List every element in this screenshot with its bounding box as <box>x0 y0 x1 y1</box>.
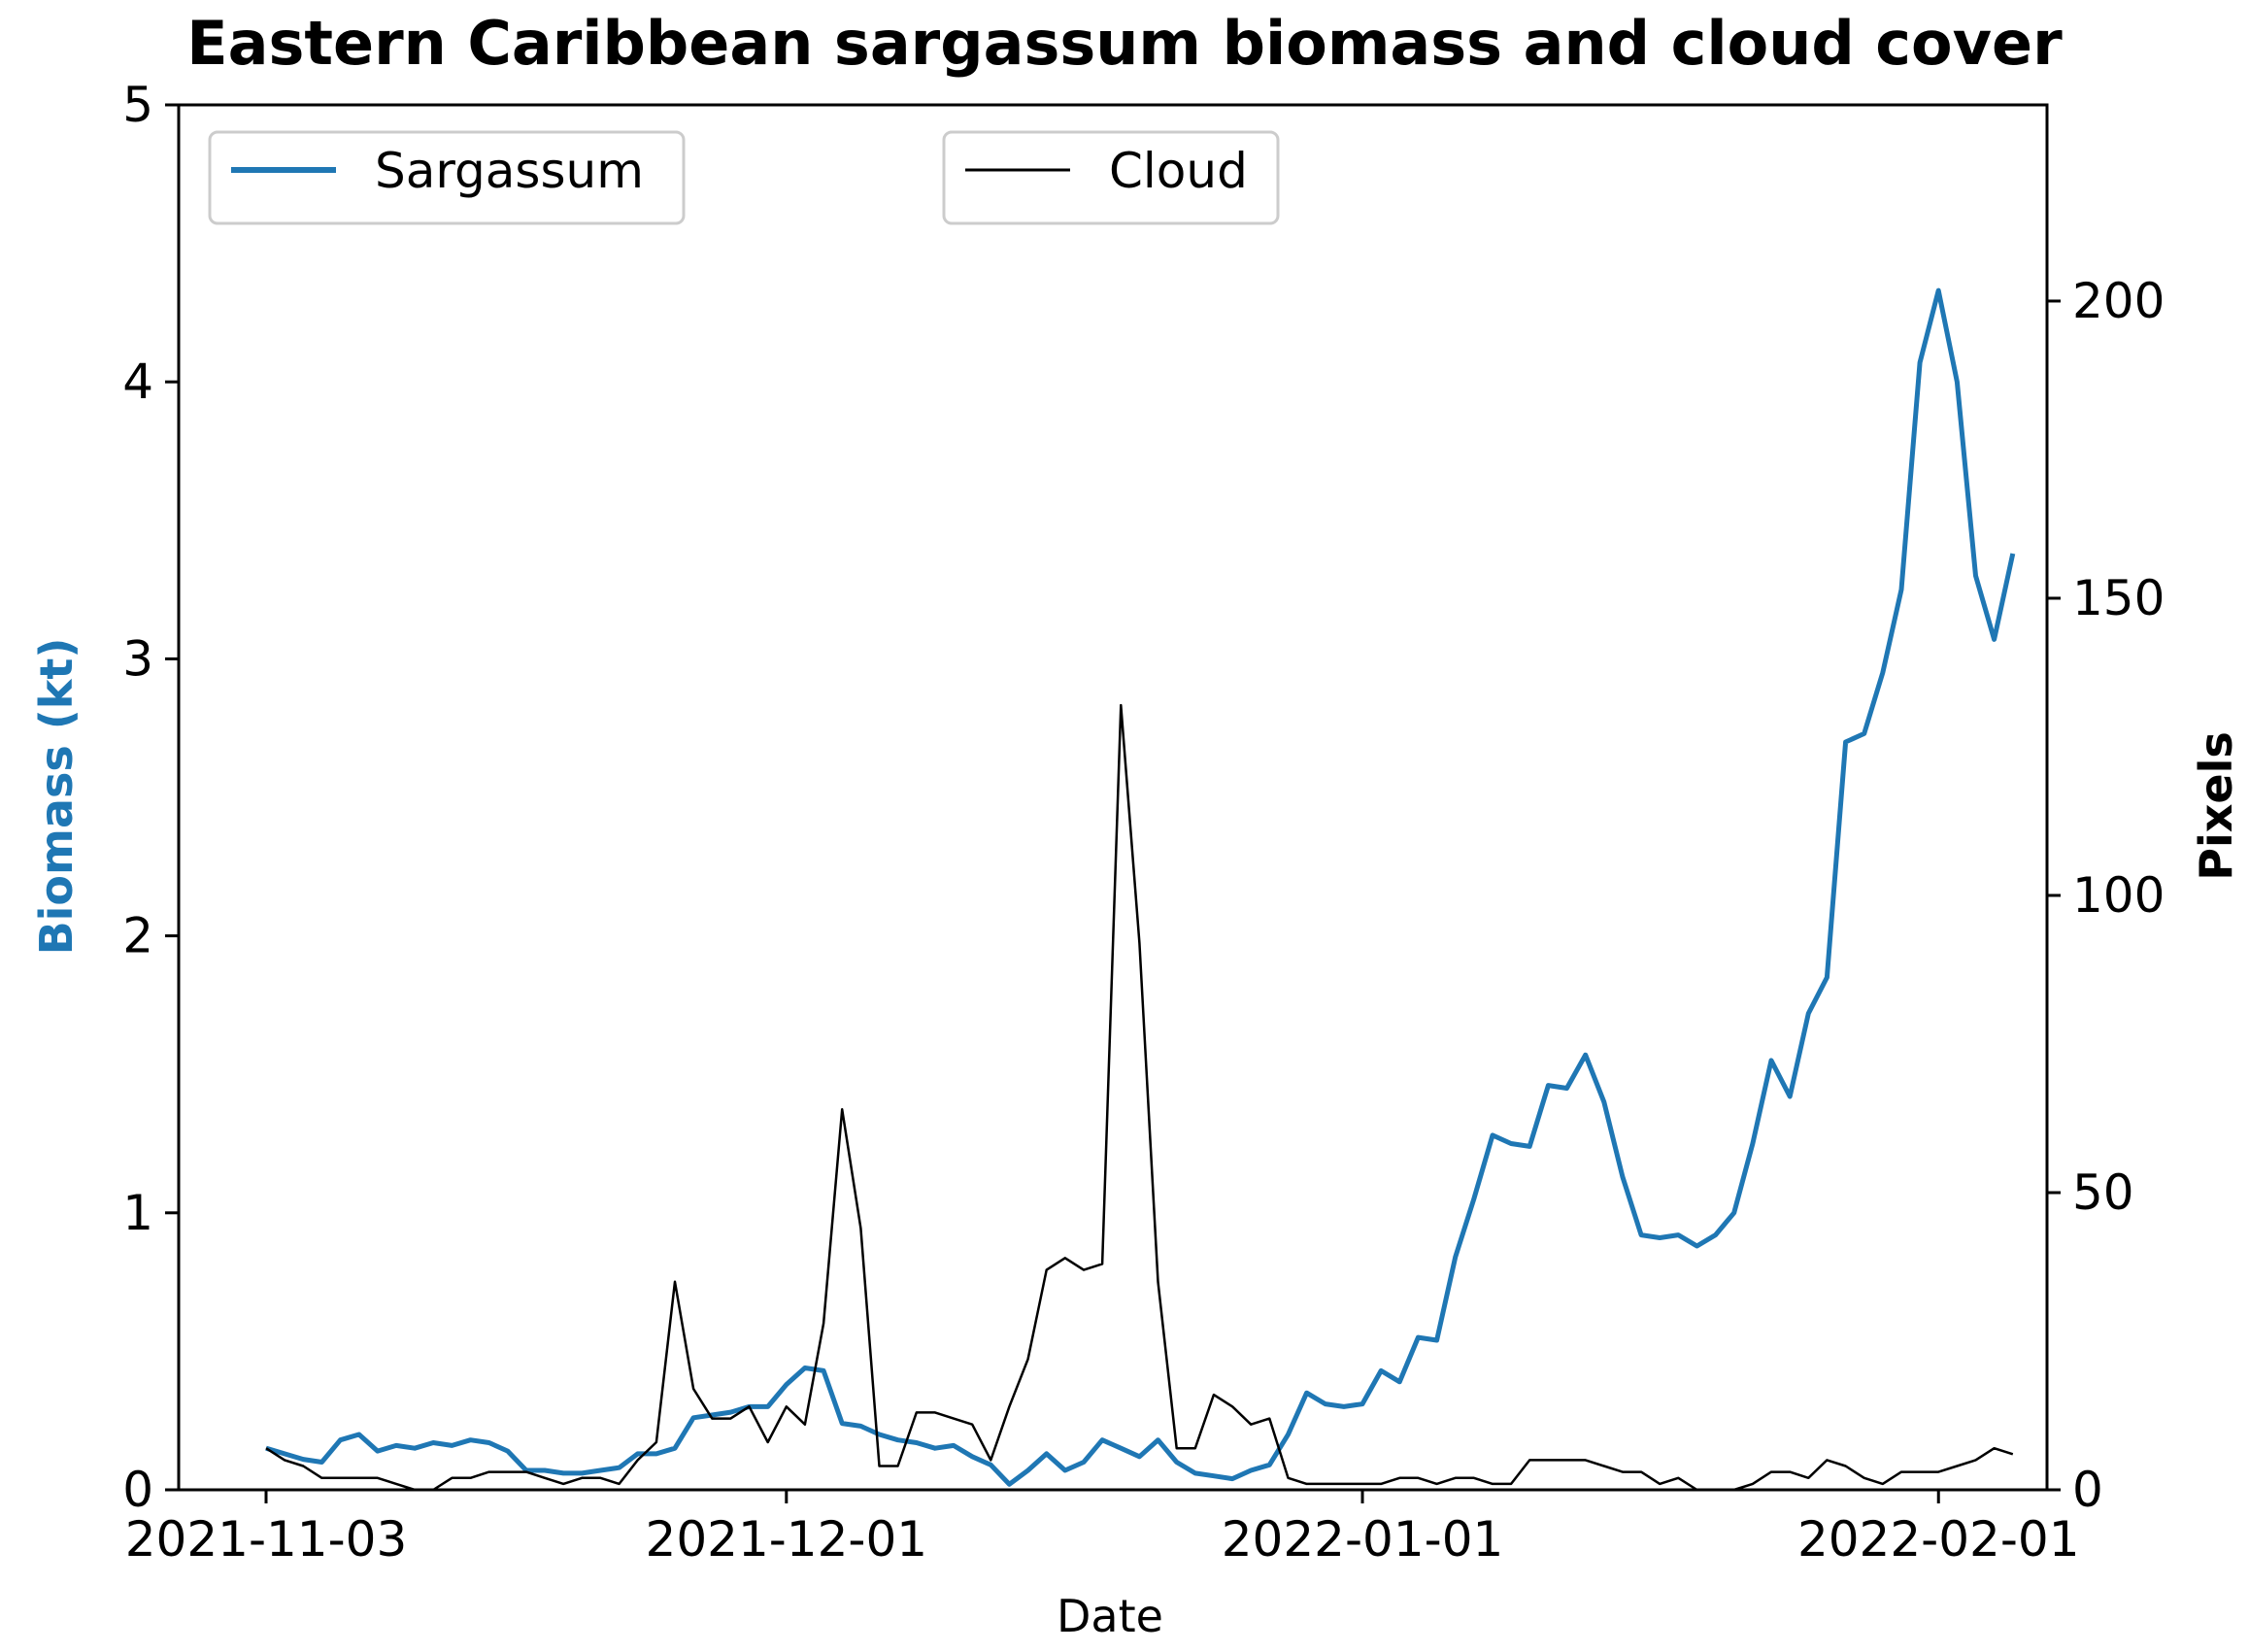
right-y-tick-label: 50 <box>2072 1164 2134 1221</box>
left-y-axis-ticks: 0 1 2 3 4 5 <box>122 77 179 1518</box>
legend-cloud: Cloud <box>942 130 1280 225</box>
legend-sargassum-label: Sargassum <box>375 143 644 199</box>
left-y-tick-label: 5 <box>122 77 153 133</box>
plot-area <box>177 103 2049 1492</box>
right-y-tick-label: 0 <box>2072 1462 2103 1518</box>
plot-frame <box>177 103 2049 1492</box>
x-axis-ticks: 2021-11-03 2021-12-01 2022-01-01 2022-02-01 <box>125 1490 2080 1568</box>
series-line-sargassum <box>265 287 2016 1487</box>
legend-sargassum: Sargassum <box>208 130 686 225</box>
right-y-tick-label: 150 <box>2072 570 2165 626</box>
series-line-cloud <box>265 703 2014 1492</box>
legend-sargassum-box <box>208 130 686 225</box>
x-tick-label: 2022-02-01 <box>1797 1511 2080 1568</box>
left-y-tick-label: 2 <box>122 908 153 964</box>
left-y-axis-label: Biomass (kt) <box>30 638 83 956</box>
x-tick-label: 2021-12-01 <box>646 1511 928 1568</box>
right-y-axis-label: Pixels <box>2190 731 2242 881</box>
x-tick-label: 2022-01-01 <box>1222 1511 1504 1568</box>
chart-title: Eastern Caribbean sargassum biomass and … <box>186 8 2063 79</box>
right-y-axis-ticks: 0 50 100 150 200 <box>2047 273 2165 1518</box>
x-tick-label: 2021-11-03 <box>125 1511 408 1568</box>
left-y-tick-label: 1 <box>122 1185 153 1241</box>
legend-cloud-box <box>942 130 1280 225</box>
x-axis-label: Date <box>1057 1590 1163 1642</box>
left-y-tick-label: 4 <box>122 354 153 410</box>
left-y-tick-label: 0 <box>122 1462 153 1518</box>
legend-cloud-label: Cloud <box>1109 143 1248 199</box>
right-y-tick-label: 100 <box>2072 867 2165 924</box>
left-y-tick-label: 3 <box>122 630 153 687</box>
right-y-tick-label: 200 <box>2072 273 2165 329</box>
